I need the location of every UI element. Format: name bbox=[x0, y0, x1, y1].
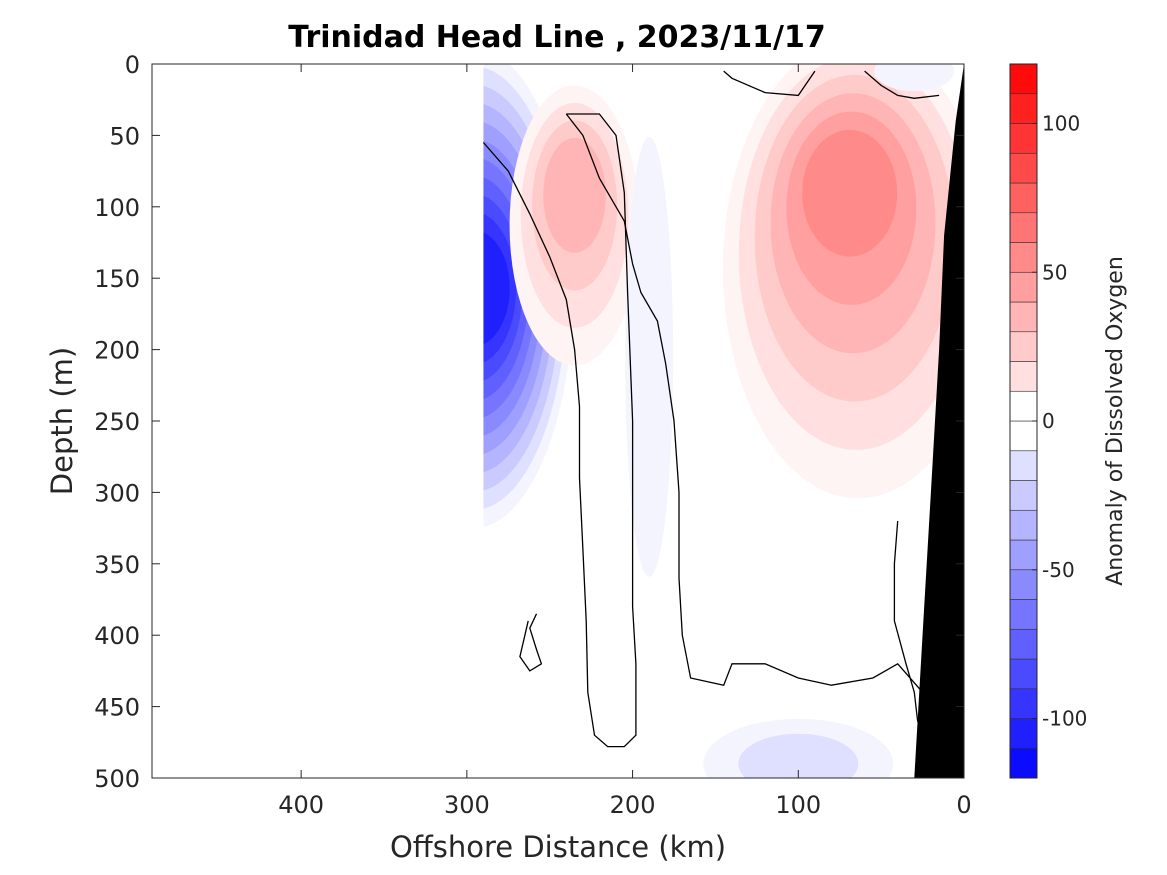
y-tick-label: 100 bbox=[94, 194, 140, 222]
colorbar-band bbox=[1009, 301, 1038, 333]
colorbar-band bbox=[1009, 628, 1038, 660]
colorbar-band bbox=[1009, 93, 1038, 124]
colorbar-band bbox=[1009, 539, 1038, 571]
colorbar-band bbox=[1009, 569, 1038, 600]
anomaly-contours bbox=[152, 64, 964, 778]
colorbar-band bbox=[1009, 123, 1038, 154]
colorbar-band bbox=[1009, 331, 1038, 362]
x-axis-ticks: 400 300 200 100 0 bbox=[278, 64, 972, 819]
colorbar-tick-label: -50 bbox=[1042, 558, 1075, 582]
colorbar-band bbox=[1009, 747, 1038, 779]
y-tick-label: 350 bbox=[94, 551, 140, 579]
zero-contour-small-ring bbox=[519, 613, 543, 672]
colorbar-band bbox=[1009, 599, 1038, 630]
colorbar-band bbox=[1009, 361, 1038, 392]
chart-title: Trinidad Head Line , 2023/11/17 bbox=[288, 20, 825, 55]
x-tick-label: 100 bbox=[775, 791, 821, 819]
y-tick-label: 200 bbox=[94, 337, 140, 365]
colorbar-band bbox=[1009, 182, 1038, 214]
colorbar-band bbox=[1009, 271, 1038, 303]
y-axis-label: Depth (m) bbox=[45, 347, 79, 495]
colorbar-band bbox=[1009, 658, 1038, 690]
y-tick-label: 300 bbox=[94, 479, 140, 507]
x-axis-label: Offshore Distance (km) bbox=[390, 830, 726, 864]
colorbar-tick-label: 50 bbox=[1042, 260, 1067, 284]
seafloor-bathymetry bbox=[914, 64, 964, 778]
x-tick-label: 400 bbox=[278, 791, 324, 819]
y-tick-label: 150 bbox=[94, 265, 140, 293]
colorbar-band bbox=[1009, 152, 1038, 184]
anomaly-band bbox=[625, 136, 674, 577]
anomaly-band bbox=[738, 733, 859, 778]
x-tick-label: 200 bbox=[610, 791, 656, 819]
colorbar-band bbox=[1009, 242, 1038, 273]
colorbar-band bbox=[1009, 480, 1038, 511]
zero-contour-offshore bbox=[482, 113, 637, 748]
x-tick-label: 300 bbox=[444, 791, 490, 819]
zero-contour-surface bbox=[723, 70, 816, 97]
x-tick-label: 0 bbox=[956, 791, 971, 819]
y-tick-label: 250 bbox=[94, 408, 140, 436]
colorbar-tick-label: 100 bbox=[1042, 112, 1080, 136]
zero-contour-surface-2 bbox=[864, 70, 940, 99]
colorbar-band bbox=[1009, 420, 1038, 452]
colorbar-band bbox=[1009, 390, 1038, 422]
y-tick-label: 450 bbox=[94, 694, 140, 722]
colorbar-band bbox=[1009, 509, 1038, 541]
colorbar-band bbox=[1009, 450, 1038, 481]
colorbar-band bbox=[1009, 718, 1038, 749]
y-tick-label: 0 bbox=[125, 51, 140, 79]
colorbar: 100 50 0 -50 -100 bbox=[1009, 63, 1087, 779]
colorbar-band bbox=[1009, 212, 1038, 243]
y-axis-ticks: 0 50 100 150 200 250 300 350 400 450 500 bbox=[94, 51, 964, 793]
colorbar-tick-label: 0 bbox=[1042, 409, 1055, 433]
colorbar-tick-label: -100 bbox=[1042, 707, 1087, 731]
y-tick-label: 50 bbox=[109, 122, 140, 150]
anomaly-band bbox=[874, 64, 955, 92]
colorbar-band bbox=[1009, 688, 1038, 719]
anomaly-band bbox=[802, 129, 898, 257]
y-tick-label: 500 bbox=[94, 765, 140, 793]
zero-contour-central bbox=[565, 113, 940, 722]
anomaly-band bbox=[543, 137, 606, 253]
no-data-mask bbox=[152, 64, 484, 778]
colorbar-label: Anomaly of Dissolved Oxygen bbox=[1103, 256, 1128, 586]
colorbar-band bbox=[1009, 63, 1038, 95]
y-tick-label: 400 bbox=[94, 622, 140, 650]
